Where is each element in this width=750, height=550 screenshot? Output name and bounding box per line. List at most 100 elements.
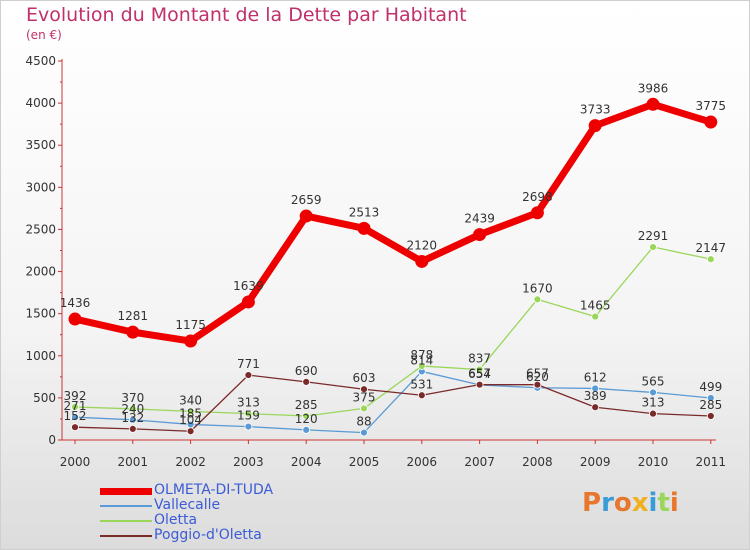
legend-label: Poggio-d'Oletta bbox=[154, 527, 262, 543]
logo-letter: i bbox=[669, 488, 679, 518]
legend-swatch bbox=[100, 487, 152, 495]
logo-letter: o bbox=[613, 488, 632, 518]
data-label: 340 bbox=[179, 393, 202, 407]
data-label: 690 bbox=[295, 364, 318, 378]
logo-letter: i bbox=[648, 488, 658, 518]
x-tick-label: 2006 bbox=[407, 455, 438, 469]
data-point bbox=[302, 425, 311, 434]
data-label: 2291 bbox=[638, 229, 669, 243]
series-line bbox=[74, 370, 711, 434]
data-point bbox=[417, 362, 426, 370]
data-label: 814 bbox=[410, 353, 433, 367]
data-label: 565 bbox=[642, 374, 665, 388]
x-tick-label: 2004 bbox=[291, 455, 322, 469]
data-point bbox=[360, 385, 368, 394]
data-label: 152 bbox=[64, 409, 87, 423]
data-point bbox=[591, 384, 600, 393]
y-tick-label: 500 bbox=[33, 391, 56, 405]
data-point bbox=[646, 97, 660, 111]
data-label: 1281 bbox=[118, 309, 149, 323]
data-label: 88 bbox=[356, 415, 371, 429]
data-point bbox=[591, 312, 600, 321]
data-label: 2659 bbox=[291, 193, 322, 207]
data-point bbox=[704, 115, 718, 129]
legend-label: Vallecalle bbox=[154, 497, 221, 513]
data-point bbox=[71, 423, 79, 432]
data-label: 1670 bbox=[522, 281, 553, 295]
x-tick-label: 2002 bbox=[175, 455, 206, 469]
data-label: 370 bbox=[121, 391, 144, 405]
data-label: 389 bbox=[584, 389, 607, 403]
data-point bbox=[128, 424, 137, 433]
data-point bbox=[244, 422, 253, 431]
series-line bbox=[74, 100, 712, 345]
data-point bbox=[357, 221, 371, 235]
data-point bbox=[128, 404, 137, 413]
logo-letter: t bbox=[657, 488, 670, 518]
data-label: 837 bbox=[468, 352, 491, 366]
data-label: 1465 bbox=[580, 299, 611, 313]
data-point bbox=[649, 409, 657, 418]
data-label: 2120 bbox=[407, 238, 438, 252]
data-point bbox=[475, 380, 484, 389]
data-label: 285 bbox=[295, 398, 318, 412]
data-label: 271 bbox=[64, 399, 87, 413]
data-point bbox=[475, 365, 484, 374]
legend-label: Oletta bbox=[154, 512, 198, 528]
y-tick-label: 4000 bbox=[25, 96, 56, 110]
x-tick-label: 2010 bbox=[638, 455, 669, 469]
data-label: 1639 bbox=[233, 279, 264, 293]
data-point bbox=[71, 413, 79, 422]
chart-subtitle: (en €) bbox=[26, 28, 62, 42]
legend-swatch bbox=[100, 505, 152, 507]
y-tick-label: 1500 bbox=[25, 307, 56, 321]
data-label: 392 bbox=[64, 389, 87, 403]
data-label: 132 bbox=[121, 411, 144, 425]
x-tick-label: 2009 bbox=[580, 455, 611, 469]
x-tick-label: 2011 bbox=[696, 455, 727, 469]
data-label: 3733 bbox=[580, 103, 611, 117]
data-point bbox=[360, 404, 368, 413]
data-point bbox=[588, 119, 602, 133]
data-label: 120 bbox=[295, 412, 318, 426]
data-label: 603 bbox=[353, 371, 376, 385]
data-point bbox=[533, 380, 542, 389]
y-tick-label: 3500 bbox=[25, 138, 56, 152]
data-point bbox=[71, 403, 79, 411]
y-tick-label: 2000 bbox=[25, 265, 56, 279]
data-point bbox=[302, 377, 311, 386]
data-label: 657 bbox=[526, 367, 549, 381]
data-point bbox=[417, 391, 426, 400]
data-point bbox=[186, 427, 195, 436]
data-point bbox=[649, 243, 657, 251]
x-tick-label: 2007 bbox=[464, 455, 495, 469]
data-label: 654 bbox=[468, 367, 491, 381]
data-label: 104 bbox=[179, 413, 202, 427]
series-line bbox=[74, 374, 711, 432]
data-label: 2513 bbox=[349, 205, 380, 219]
data-point bbox=[706, 394, 715, 402]
data-point bbox=[184, 334, 198, 348]
data-label: 531 bbox=[410, 377, 433, 391]
legend-label: OLMETA-DI-TUDA bbox=[154, 482, 274, 498]
data-label: 375 bbox=[353, 390, 376, 404]
data-point bbox=[530, 206, 544, 220]
x-tick-label: 2003 bbox=[233, 455, 264, 469]
x-tick-label: 2000 bbox=[60, 455, 91, 469]
data-point bbox=[706, 255, 715, 264]
data-point bbox=[649, 388, 657, 397]
data-label: 771 bbox=[237, 357, 260, 371]
data-label: 2698 bbox=[522, 190, 553, 204]
data-point bbox=[591, 403, 600, 412]
data-label: 612 bbox=[584, 370, 607, 384]
data-point bbox=[128, 415, 137, 424]
data-point bbox=[244, 409, 253, 418]
data-label: 2147 bbox=[696, 241, 727, 255]
logo-letter: r bbox=[601, 488, 614, 518]
series-line bbox=[74, 246, 711, 417]
y-tick-label: 3000 bbox=[25, 180, 56, 194]
data-label: 3986 bbox=[638, 81, 669, 95]
data-label: 657 bbox=[468, 367, 491, 381]
